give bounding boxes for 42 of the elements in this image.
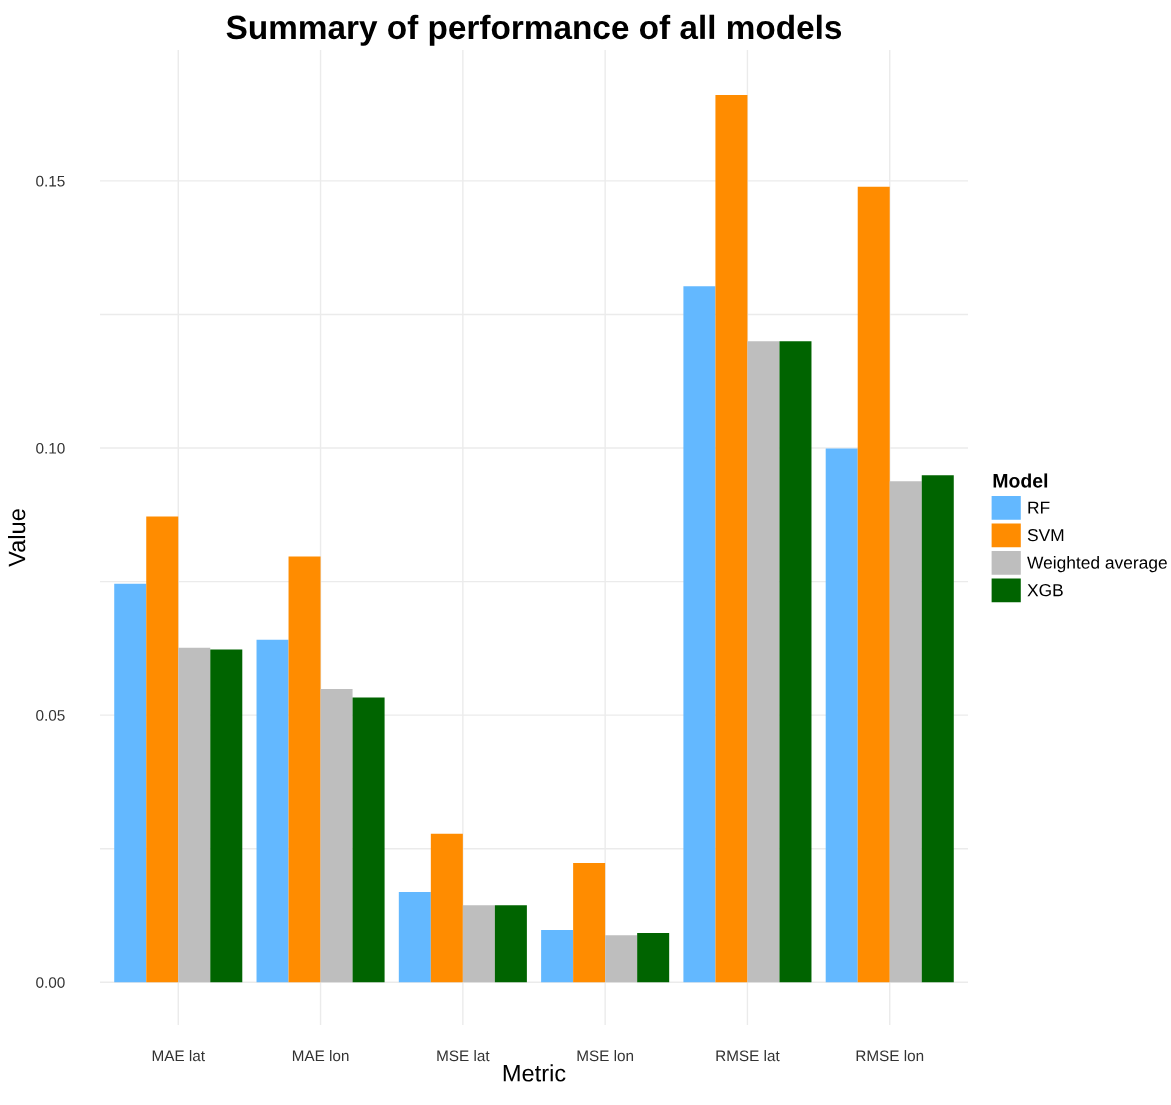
x-tick-label: MSE lon bbox=[577, 1050, 634, 1062]
bar bbox=[494, 905, 527, 983]
legend-title: Model bbox=[993, 473, 1048, 488]
bar bbox=[889, 481, 922, 983]
x-tick-label: RMSE lat bbox=[716, 1050, 780, 1062]
chart-title: Summary of performance of all models bbox=[226, 14, 842, 46]
x-tick-label: RMSE lon bbox=[856, 1050, 924, 1062]
bar bbox=[715, 94, 748, 983]
bar bbox=[637, 933, 670, 983]
bar bbox=[779, 341, 812, 983]
bar bbox=[921, 475, 954, 983]
bar bbox=[210, 649, 243, 983]
legend-label: SVM bbox=[1027, 528, 1064, 542]
bar bbox=[605, 935, 638, 983]
x-tick-label: MSE lat bbox=[437, 1050, 490, 1062]
y-tick-label: 0.05 bbox=[36, 710, 65, 721]
bar bbox=[825, 448, 858, 983]
bar bbox=[398, 891, 431, 983]
y-axis-title: Value bbox=[7, 509, 26, 567]
bar bbox=[747, 341, 780, 983]
y-tick-label: 0.00 bbox=[36, 977, 65, 988]
x-axis-title: Metric bbox=[503, 1064, 566, 1082]
bar bbox=[430, 833, 463, 983]
legend-label: Weighted average bbox=[1027, 556, 1167, 573]
y-tick-label: 0.15 bbox=[36, 175, 65, 187]
y-tick-label: 0.10 bbox=[36, 442, 65, 454]
bar bbox=[352, 697, 385, 983]
bar bbox=[256, 639, 289, 983]
x-tick-label: MAE lat bbox=[152, 1050, 205, 1062]
bar bbox=[541, 929, 574, 983]
bar bbox=[683, 286, 716, 983]
bar bbox=[146, 516, 179, 983]
bar bbox=[857, 186, 890, 983]
bar bbox=[288, 556, 321, 983]
x-tick-label: MAE lon bbox=[292, 1050, 349, 1062]
bar bbox=[114, 583, 147, 983]
bar bbox=[178, 647, 211, 983]
legend-label: XGB bbox=[1027, 584, 1063, 597]
bar bbox=[573, 863, 606, 983]
bar bbox=[320, 688, 353, 983]
legend-label: RF bbox=[1028, 501, 1050, 514]
bar bbox=[462, 905, 495, 983]
